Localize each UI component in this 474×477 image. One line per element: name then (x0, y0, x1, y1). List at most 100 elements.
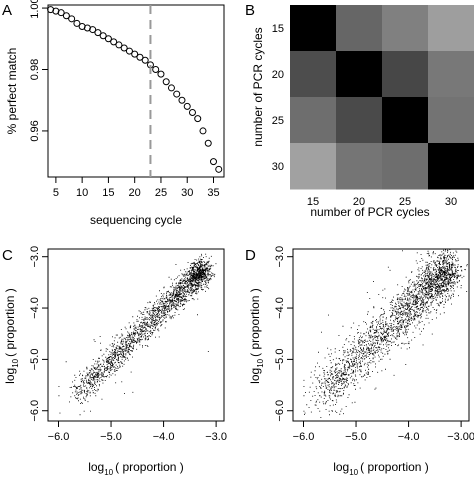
panel-a-point (157, 70, 165, 78)
panel-d-y-tick-label: −4.0 (274, 297, 286, 319)
panel-c-y-tick-label: −3.0 (29, 246, 41, 268)
panel-c-y-tick-label: −5.0 (29, 349, 41, 371)
panel-a-point (199, 127, 207, 135)
panel-c-x-tick-label: −6.0 (48, 431, 70, 443)
panel-d-y-tick-label: −5.0 (274, 349, 286, 371)
panel-c-y-tick-label: −4.0 (29, 297, 41, 319)
panel-d-x-tick-label: −5.0 (345, 431, 367, 443)
panel-c-y-axis: −6.0 −5.0 −4.0 −3.0 (29, 246, 48, 422)
panel-b-y-tick-label: 15 (272, 23, 284, 35)
panel-a-x-tick-label: 20 (129, 187, 141, 199)
panel-a-point (152, 66, 160, 73)
panel-b-cells (290, 5, 474, 190)
panel-a-point (94, 29, 102, 37)
panel-d-y-tick-label: −6.0 (274, 400, 286, 422)
panel-d-x-tick-label: −3.00 (447, 431, 474, 443)
panel-a-y-tick-label: 1.00 (29, 0, 41, 19)
panel-b-cell (382, 5, 429, 52)
panel-a-point (215, 165, 223, 173)
panel-a-x-tick-label: 35 (207, 187, 219, 199)
panel-letter-b: B (245, 2, 255, 19)
panel-a-point (167, 84, 175, 92)
panel-c-x-axis: −6.0 −5.0 −4.0 −3.0 (48, 421, 227, 443)
panel-a-y-axis: 0.96 0.98 1.00 (29, 0, 48, 142)
panel-letter-d: D (245, 247, 256, 264)
panel-a-y-tick-label: 0.96 (29, 120, 41, 141)
panel-a-x-tick-label: 15 (102, 187, 114, 199)
panel-a-x-tick-label: 25 (155, 187, 167, 199)
panel-b-cell (290, 51, 337, 98)
panel-b-x-axis: 15 20 25 30 (307, 196, 457, 208)
panel-a-point (136, 53, 144, 61)
panel-c-x-tick-label: −5.0 (100, 431, 122, 443)
panel-b-cell (290, 5, 337, 52)
panel-b-cell (382, 51, 429, 98)
panel-a-point (204, 139, 212, 147)
panel-a-point (188, 109, 196, 116)
panel-b-x-tick-label: 25 (399, 196, 411, 208)
panel-c-x-tick-label: −4.0 (153, 431, 175, 443)
panel-a-y-label: % perfect match (5, 48, 19, 135)
panel-a-point (162, 78, 170, 86)
panel-letter-c: C (2, 247, 13, 264)
panel-d-chart: −6.0 −5.0 −4.0 −3.00 −6.0 −5.0 −4.0 −3.0 log10… (248, 246, 474, 477)
panel-a-point (194, 115, 202, 123)
panel-a-x-label: sequencing cycle (90, 213, 182, 227)
panel-d-point-cloud (303, 249, 468, 418)
panel-c-point-cloud (58, 253, 217, 416)
panel-d-x-label: log10( proportion ) (333, 460, 429, 477)
panel-a-point (120, 44, 128, 52)
panel-b-y-tick-label: 20 (272, 69, 284, 81)
panel-b-y-tick-label: 25 (272, 115, 284, 127)
panel-a-x-axis: 5 10 15 20 25 30 35 (53, 177, 220, 199)
panel-b-heatmap: 15 20 25 30 15 20 25 30 number of PCR cycles n… (251, 5, 474, 219)
panel-d-y-label: log10( proportion ) (248, 288, 265, 384)
panel-d-frame (292, 248, 470, 422)
panel-c-chart: −6.0 −5.0 −4.0 −3.0 −6.0 −5.0 −4.0 −3.0 log10(… (3, 246, 227, 477)
panel-a-x-tick-label: 30 (181, 187, 193, 199)
panel-a-point (68, 15, 76, 23)
panel-a-x-tick-label: 10 (76, 187, 88, 199)
panel-d-x-axis: −6.0 −5.0 −4.0 −3.00 (293, 421, 474, 443)
panel-b-y-label: number of PCR cycles (251, 27, 265, 146)
panel-a-point (110, 38, 118, 46)
panel-b-cell (428, 51, 474, 98)
panel-c-y-label: log10( proportion ) (3, 288, 20, 384)
panel-b-cell (290, 97, 337, 144)
panel-a-point (57, 9, 65, 17)
panel-d-x-tick-label: −4.0 (398, 431, 420, 443)
panel-b-y-axis: 15 20 25 30 (272, 23, 284, 173)
panel-a-point (125, 47, 133, 55)
panel-d-points (303, 249, 468, 418)
panel-a-point (62, 12, 70, 20)
panel-b-cell (290, 143, 337, 190)
panel-c-frame (47, 248, 225, 422)
panel-b-x-tick-label: 30 (445, 196, 457, 208)
panel-b-cell (382, 97, 429, 144)
panel-b-x-tick-label: 20 (353, 196, 365, 208)
panel-b-cell (336, 97, 383, 144)
panel-c-y-tick-label: −6.0 (29, 400, 41, 422)
panel-a-point (173, 90, 181, 98)
panel-a-chart: 5 10 15 20 25 30 35 0.96 0.98 1.00 sequencing cy… (5, 0, 225, 227)
panel-a-points (47, 6, 223, 173)
panel-b-x-label: number of PCR cycles (310, 205, 429, 219)
panel-c-x-label: log10( proportion ) (88, 460, 184, 477)
panel-a-point (131, 50, 139, 58)
panel-b-cell (336, 51, 383, 98)
panel-b-cell (336, 143, 383, 190)
panel-b-x-tick-label: 15 (307, 196, 319, 208)
panel-d-y-axis: −6.0 −5.0 −4.0 −3.0 (274, 246, 293, 422)
panel-b-cell (428, 143, 474, 190)
panel-d-x-tick-label: −6.0 (293, 431, 315, 443)
panel-c-points (58, 253, 217, 416)
panel-a-point (73, 19, 81, 27)
panel-a-point (209, 158, 217, 166)
panel-letter-a: A (2, 2, 12, 19)
panel-b-cell (428, 5, 474, 52)
panel-b-cell (428, 97, 474, 144)
panel-c-x-tick-label: −3.0 (205, 431, 227, 443)
panel-b-cell (382, 143, 429, 190)
panel-b-y-tick-label: 30 (272, 161, 284, 173)
